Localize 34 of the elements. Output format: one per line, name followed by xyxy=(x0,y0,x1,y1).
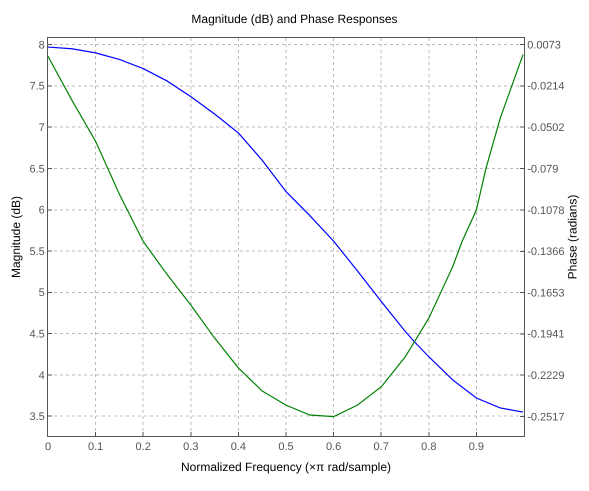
y-tick-label: 6 xyxy=(38,204,45,217)
x-tick-label: 0.5 xyxy=(278,441,294,454)
y2-tick-label: -0.1653 xyxy=(527,287,565,300)
y-tick-label: 8 xyxy=(38,39,45,52)
y2-tick-label: -0.0502 xyxy=(527,122,565,134)
y2-tick-label: 0.0073 xyxy=(527,39,561,52)
x-tick-label: 0 xyxy=(44,441,52,454)
y-tick-label: 5 xyxy=(38,287,45,300)
y-tick-label: 5.5 xyxy=(30,246,45,258)
y-tick-label: 4 xyxy=(38,370,45,382)
y2-tick-label: -0.1941 xyxy=(527,328,565,341)
x-tick-label: 0.1 xyxy=(88,441,104,454)
y-axis-title: Magnitude (dB) xyxy=(8,196,23,278)
y-tick-label: 6.5 xyxy=(30,163,45,176)
y2-tick-label: -0.1366 xyxy=(527,246,565,258)
y2-tick-label: -0.2517 xyxy=(527,411,565,424)
x-tick-label: 0.7 xyxy=(374,441,389,454)
y2-tick-label: -0.2229 xyxy=(527,370,565,382)
y-tick-label: 7 xyxy=(38,122,45,134)
x-tick-label: 0.8 xyxy=(421,441,436,454)
y2-tick-label: -0.079 xyxy=(527,163,558,176)
x-tick-label: 0.4 xyxy=(230,441,246,454)
y-tick-label: 4.5 xyxy=(30,328,45,340)
y-tick-label: 7.5 xyxy=(30,80,45,93)
x-tick-label: 0.6 xyxy=(326,441,342,454)
x-tick-label: 0.9 xyxy=(468,441,484,454)
x-axis-title: Normalized Frequency (×π rad/sample) xyxy=(180,460,392,474)
x-tick-label: 0.3 xyxy=(183,441,198,454)
y2-tick-label: -0.1078 xyxy=(527,204,565,217)
chart-title: Magnitude (dB) and Phase Responses xyxy=(191,12,398,26)
x-tick-label: 0.2 xyxy=(136,441,151,454)
y2-axis-title: Phase (radians) xyxy=(565,194,580,280)
y2-tick-label: -0.0214 xyxy=(527,80,565,93)
y-tick-label: 3.5 xyxy=(30,411,45,424)
